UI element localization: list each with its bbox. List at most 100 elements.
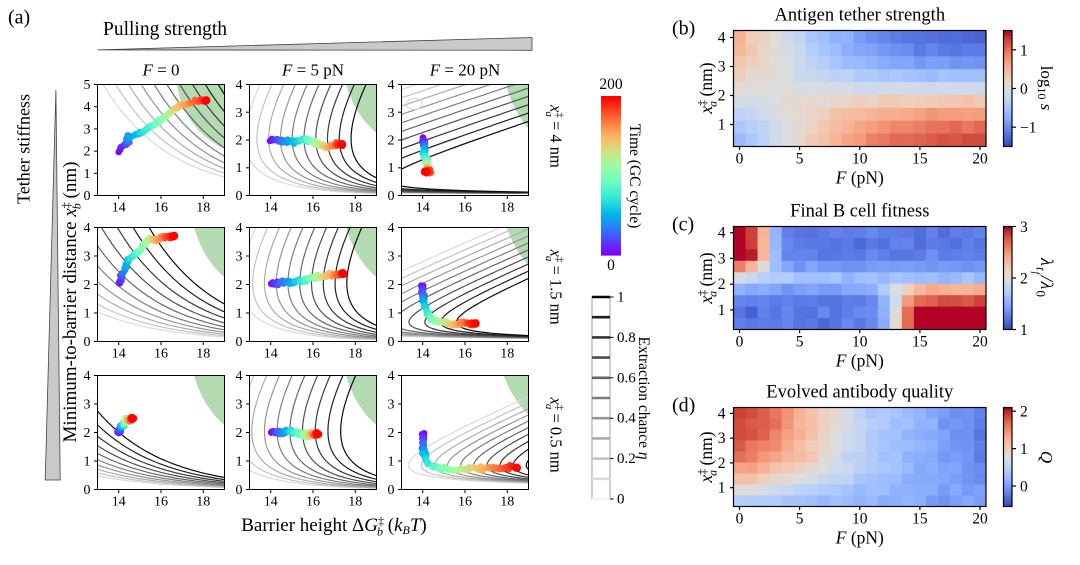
svg-text:(b): (b) xyxy=(672,18,695,40)
svg-text:2: 2 xyxy=(1020,404,1028,421)
svg-text:0: 0 xyxy=(617,492,625,508)
svg-text:16: 16 xyxy=(458,495,472,510)
svg-text:(a): (a) xyxy=(8,7,30,29)
svg-text:5: 5 xyxy=(796,511,804,528)
svg-text:2: 2 xyxy=(236,134,243,149)
svg-text:0.6: 0.6 xyxy=(617,370,636,386)
svg-text:4: 4 xyxy=(388,369,395,384)
svg-text:−1: −1 xyxy=(1020,120,1037,137)
svg-text:2: 2 xyxy=(236,426,243,441)
svg-text:3: 3 xyxy=(388,106,395,121)
svg-text:F = 0: F = 0 xyxy=(142,61,180,80)
svg-text:0: 0 xyxy=(84,335,91,350)
svg-text:0: 0 xyxy=(736,334,744,351)
svg-text:2: 2 xyxy=(1020,271,1028,288)
svg-text:15: 15 xyxy=(912,151,928,168)
svg-text:x‡a = 0.5 nm: x‡a = 0.5 nm xyxy=(543,397,566,473)
svg-text:1: 1 xyxy=(236,307,243,322)
svg-text:F (pN): F (pN) xyxy=(835,528,884,548)
svg-text:3: 3 xyxy=(236,398,243,413)
svg-text:3: 3 xyxy=(84,398,91,413)
svg-text:1: 1 xyxy=(388,161,395,176)
svg-text:3: 3 xyxy=(236,250,243,265)
svg-text:1: 1 xyxy=(388,307,395,322)
svg-text:x‡a (nm): x‡a (nm) xyxy=(695,252,720,304)
svg-text:(c): (c) xyxy=(672,214,694,236)
svg-text:1: 1 xyxy=(617,290,625,306)
svg-text:Time (GC cycle): Time (GC cycle) xyxy=(626,124,643,228)
svg-text:F = 5 pN: F = 5 pN xyxy=(281,61,344,80)
svg-text:0: 0 xyxy=(388,335,395,350)
svg-text:15: 15 xyxy=(912,334,928,351)
svg-text:20: 20 xyxy=(972,151,988,168)
svg-text:5: 5 xyxy=(84,78,91,93)
svg-text:0: 0 xyxy=(236,483,243,498)
svg-text:2: 2 xyxy=(718,276,726,293)
svg-text:x‡a = 4 nm: x‡a = 4 nm xyxy=(543,104,566,168)
svg-text:Pulling strength: Pulling strength xyxy=(103,19,227,40)
svg-text:3: 3 xyxy=(388,250,395,265)
svg-text:3: 3 xyxy=(388,398,395,413)
svg-text:λtf/λ0: λtf/λ0 xyxy=(1030,257,1057,297)
svg-text:0: 0 xyxy=(236,335,243,350)
svg-text:18: 18 xyxy=(500,201,514,216)
svg-text:14: 14 xyxy=(264,347,278,362)
svg-text:1: 1 xyxy=(84,167,91,182)
svg-text:14: 14 xyxy=(112,495,126,510)
svg-text:log10 s: log10 s xyxy=(1035,66,1056,111)
svg-text:18: 18 xyxy=(196,201,210,216)
svg-text:1: 1 xyxy=(718,480,726,497)
svg-text:3: 3 xyxy=(236,106,243,121)
svg-text:0.2: 0.2 xyxy=(617,451,636,467)
svg-text:16: 16 xyxy=(154,201,168,216)
svg-text:0: 0 xyxy=(388,189,395,204)
svg-text:2: 2 xyxy=(84,278,91,293)
svg-text:16: 16 xyxy=(154,347,168,362)
svg-text:3: 3 xyxy=(718,430,726,447)
svg-text:0: 0 xyxy=(736,511,744,528)
svg-text:4: 4 xyxy=(718,225,726,242)
svg-text:10: 10 xyxy=(852,334,868,351)
svg-text:4: 4 xyxy=(236,221,243,236)
svg-text:0: 0 xyxy=(736,151,744,168)
svg-text:2: 2 xyxy=(718,455,726,472)
svg-text:0: 0 xyxy=(607,257,615,274)
svg-text:0: 0 xyxy=(388,483,395,498)
svg-text:2: 2 xyxy=(84,145,91,160)
svg-text:F (pN): F (pN) xyxy=(835,168,884,188)
svg-text:14: 14 xyxy=(112,347,126,362)
svg-text:2: 2 xyxy=(236,278,243,293)
svg-text:4: 4 xyxy=(84,369,91,384)
svg-text:1: 1 xyxy=(236,455,243,470)
svg-text:Evolved antibody quality: Evolved antibody quality xyxy=(766,383,954,403)
svg-text:1: 1 xyxy=(84,307,91,322)
svg-text:200: 200 xyxy=(599,76,623,93)
svg-text:1: 1 xyxy=(236,161,243,176)
svg-text:15: 15 xyxy=(912,511,928,528)
svg-text:10: 10 xyxy=(852,151,868,168)
svg-text:Minimum-to-barrier distance x‡: Minimum-to-barrier distance x‡b (nm) xyxy=(59,162,84,443)
svg-text:F = 20 pN: F = 20 pN xyxy=(429,61,501,80)
svg-text:18: 18 xyxy=(500,347,514,362)
svg-text:0.4: 0.4 xyxy=(617,411,636,427)
svg-text:16: 16 xyxy=(306,495,320,510)
svg-text:x‡a (nm): x‡a (nm) xyxy=(695,431,720,483)
svg-text:F (pN): F (pN) xyxy=(835,351,884,371)
svg-text:2: 2 xyxy=(388,426,395,441)
svg-text:Extraction chance η: Extraction chance η xyxy=(635,336,652,459)
svg-text:2: 2 xyxy=(388,134,395,149)
svg-text:1: 1 xyxy=(1020,441,1028,458)
svg-text:x‡a (nm): x‡a (nm) xyxy=(695,62,720,114)
svg-text:0: 0 xyxy=(236,189,243,204)
svg-text:x‡a = 1.5 nm: x‡a = 1.5 nm xyxy=(543,249,566,325)
svg-text:4: 4 xyxy=(84,100,91,115)
svg-text:2: 2 xyxy=(388,278,395,293)
svg-text:14: 14 xyxy=(416,495,430,510)
svg-text:18: 18 xyxy=(348,495,362,510)
svg-text:2: 2 xyxy=(718,88,726,105)
svg-text:18: 18 xyxy=(500,495,514,510)
svg-text:3: 3 xyxy=(718,250,726,267)
svg-text:Tether stiffness: Tether stiffness xyxy=(14,94,34,204)
svg-text:20: 20 xyxy=(972,511,988,528)
svg-text:16: 16 xyxy=(306,347,320,362)
